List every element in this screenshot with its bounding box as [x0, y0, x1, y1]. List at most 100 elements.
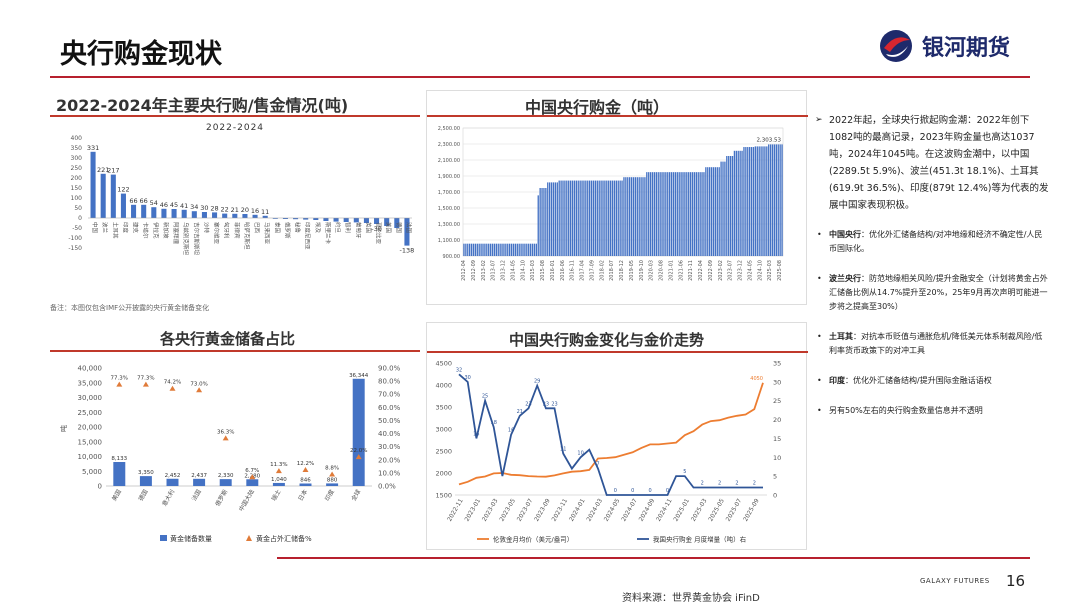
chart2-bar: [518, 243, 520, 256]
chart2-bar: [613, 180, 616, 256]
chart1-bar: [181, 209, 187, 218]
chart3-ytick-right: 80.0%: [378, 378, 401, 386]
chart3-marker-label: 22.0%: [350, 448, 367, 454]
chart2-xtick: 2021-01: [668, 260, 674, 281]
chart1-bar: [120, 193, 126, 218]
chart4-title: 中国央行购金变化与金价走势: [509, 331, 705, 349]
chart4-xtick: 2024-03: [585, 497, 604, 522]
chart2-bar: [568, 180, 570, 256]
chart4-xtick: 2024-01: [568, 497, 587, 522]
chart2-bar: [486, 243, 488, 256]
chart1-category-label: 斯里兰卡: [324, 222, 332, 245]
chart2-xtick: 2018-07: [609, 260, 615, 281]
chart1-subtitle: 2022-2024: [206, 123, 264, 133]
chart3-marker: [302, 467, 309, 473]
chart2-xtick: 2016-11: [570, 260, 576, 281]
chart3-category-label: 中国大陆: [237, 488, 256, 513]
chart2-bar: [640, 177, 642, 256]
chart2-bar: [550, 182, 553, 256]
chart3-marker-label: 77.3%: [111, 376, 128, 382]
chart4-ytick-right: 10: [773, 454, 781, 462]
chart1-ytick: -100: [68, 235, 82, 242]
chart3-bar-label: 1,040: [271, 477, 287, 483]
chart2-ytick: 1,300.00: [438, 222, 460, 228]
chart2-bar: [773, 144, 776, 256]
chart2-ytick: 900.00: [443, 254, 461, 260]
chart3-ytick-left: 35,000: [78, 379, 103, 387]
logo-text: 银河期货: [922, 36, 1011, 61]
chart2-bar: [556, 182, 558, 256]
chart2-bar: [476, 243, 478, 256]
chart1-category-label: 乌兹别克斯坦: [182, 222, 190, 256]
chart2-bar: [709, 167, 711, 256]
chart4-ytick-right: 0: [773, 492, 777, 500]
chart2-bar: [541, 188, 543, 256]
chart3-marker: [116, 381, 123, 387]
chart1-value-label: 46: [160, 201, 168, 209]
chart2-bar: [526, 243, 528, 256]
chart1-bar: [303, 218, 309, 220]
chart1-ytick: 150: [71, 185, 83, 192]
chart1-category-label: 俄罗斯: [283, 222, 291, 239]
chart3-bar-label: 36,344: [349, 373, 369, 379]
chart2-bar: [606, 180, 608, 256]
footer-divider: [277, 557, 1030, 559]
chart4-xtick: 2023-07: [516, 497, 535, 522]
chart3-ytick-right: 70.0%: [378, 391, 401, 399]
chart3-bar-label: 846: [300, 478, 311, 484]
chart2-bar: [499, 243, 501, 256]
chart2-bar: [737, 150, 739, 256]
chart1-bar: [161, 208, 167, 218]
chart3-bar: [272, 482, 285, 486]
chart4-legend-label: 伦敦金月均价（美元/盎司）: [493, 535, 573, 544]
chart2-bar: [712, 167, 715, 256]
chart3-marker-label: 73.0%: [190, 381, 207, 387]
chart3-bar-label: 2,452: [165, 473, 181, 479]
chart1-category-label: 波兰: [101, 222, 109, 234]
chart1-category-label: 约旦: [334, 222, 342, 234]
chart1-bar: [363, 218, 369, 223]
chart1-category-label: 塞尔维亚: [213, 222, 221, 245]
chart3-marker: [222, 435, 229, 441]
chart2-bar: [729, 156, 732, 256]
chart2-bar: [520, 243, 522, 256]
chart2-bar: [480, 243, 482, 256]
chart2-bar: [768, 144, 770, 256]
chart1-value-label: 41: [180, 202, 188, 210]
chart2-bar: [754, 146, 757, 256]
chart1-bar: [201, 212, 207, 218]
chart2-bar: [592, 180, 595, 256]
chart3-ytick-right: 0.0%: [378, 483, 396, 491]
chart2-bar: [644, 177, 646, 256]
chart4-purchase-label: 2: [718, 480, 721, 486]
chart2-xtick: 2021-06: [678, 260, 684, 281]
chart3-bar-label: 8,133: [111, 456, 127, 462]
chart2-bar: [552, 182, 555, 256]
chart1-value-label: 217: [107, 167, 119, 175]
chart2-bar: [667, 172, 669, 256]
chart2-bar: [735, 150, 737, 256]
chart4-xtick: 2022-11: [446, 497, 465, 522]
chart2-xtick: 2022-04: [698, 260, 704, 281]
chart2-bar: [686, 172, 688, 256]
chart2-bar: [747, 147, 749, 256]
chart2-bar: [724, 161, 726, 256]
chart1-ytick: 200: [71, 175, 83, 182]
chart4-purchase-label: 0: [666, 488, 669, 494]
chart2-last-value-label: 2,303.53: [757, 137, 782, 143]
chart3-bar-label: 2,437: [191, 473, 207, 479]
chart2-ytick: 2,500.00: [438, 126, 460, 132]
chart2-ytick: 1,500.00: [438, 206, 460, 212]
chart2-bar: [497, 243, 499, 256]
chart3-legend-label: 黄金占外汇储备%: [256, 534, 312, 543]
chart2-ytick: 2,100.00: [438, 158, 460, 164]
chart1-bar: [141, 204, 147, 218]
chart4-xtick: 2024-11: [655, 497, 674, 522]
chart2-bar: [672, 172, 675, 256]
chart4-xtick: 2025-05: [707, 497, 726, 522]
chart2-panel: 中国央行购金（吨） 2,500.00 2,300.00 2,100.00 1,900.…: [426, 90, 808, 305]
chart2-bar: [615, 180, 617, 256]
chart1-category-label: 哥伦比亚: [375, 222, 383, 245]
chart4-purchase-label: 2: [753, 480, 756, 486]
chart1-ytick: 100: [71, 195, 83, 202]
